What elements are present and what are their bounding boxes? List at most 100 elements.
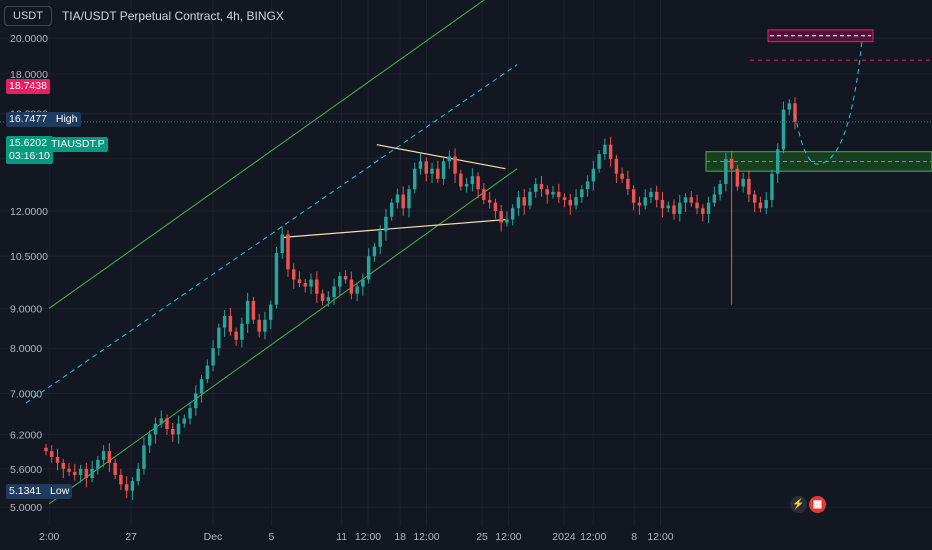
candle-body bbox=[666, 205, 670, 209]
candle-body bbox=[758, 202, 763, 209]
candle-body bbox=[234, 331, 238, 340]
candle-body bbox=[701, 208, 705, 214]
candle-body bbox=[280, 234, 284, 253]
price-label: 6.2000 bbox=[10, 429, 42, 441]
high-price-tag: 16.7477 High bbox=[6, 112, 81, 127]
candle-body bbox=[361, 279, 365, 287]
symbol-tag: TIAUSDT.P bbox=[48, 137, 108, 152]
candle-body bbox=[153, 423, 158, 435]
candle-body bbox=[171, 428, 175, 435]
candle-body bbox=[637, 202, 642, 206]
candle-body bbox=[142, 445, 146, 469]
candle-body bbox=[222, 315, 227, 328]
candle-body bbox=[211, 348, 215, 366]
calendar-flag-icon[interactable]: ▦ bbox=[809, 496, 826, 513]
candle-body bbox=[683, 197, 688, 203]
low-label: Low bbox=[50, 485, 70, 497]
candle-body bbox=[395, 194, 400, 203]
candle-body bbox=[165, 418, 169, 429]
high-label: High bbox=[55, 113, 78, 125]
time-label: 18 bbox=[394, 531, 406, 543]
candle-body bbox=[113, 462, 117, 475]
candle-body bbox=[176, 423, 181, 435]
candle-body bbox=[493, 202, 498, 212]
candle-body bbox=[752, 194, 757, 203]
candle-body bbox=[516, 197, 521, 209]
time-label: 2024 bbox=[552, 531, 576, 543]
candle-body bbox=[747, 178, 751, 195]
candle-body bbox=[320, 293, 325, 301]
currency-button[interactable]: USDT bbox=[4, 6, 52, 26]
time-label: 8 bbox=[631, 531, 637, 543]
triangle-lower-line[interactable] bbox=[283, 218, 506, 239]
candle-body bbox=[510, 208, 515, 220]
candle-body bbox=[44, 447, 48, 452]
candle-body bbox=[268, 304, 273, 320]
candle-body bbox=[84, 468, 89, 479]
candle-body bbox=[764, 199, 768, 209]
candle-body bbox=[620, 173, 624, 179]
candle-body bbox=[580, 189, 584, 198]
candle-body bbox=[355, 286, 359, 294]
candle-body bbox=[366, 256, 371, 280]
price-label: 20.0000 bbox=[10, 33, 48, 45]
price-axis-labels: 20.000018.000016.000014.000012.000010.50… bbox=[10, 33, 48, 514]
time-label: 12:00 bbox=[580, 531, 606, 543]
chart-title: TIA/USDT Perpetual Contract, 4h, BINGX bbox=[61, 9, 284, 23]
candle-body bbox=[124, 484, 129, 491]
candle-body bbox=[695, 202, 699, 209]
price-label: 12.0000 bbox=[10, 206, 48, 218]
triangle-upper-line[interactable] bbox=[376, 144, 506, 170]
candle-body bbox=[96, 459, 100, 469]
candle-body bbox=[459, 173, 463, 187]
candle-body bbox=[349, 279, 354, 294]
candle-body bbox=[706, 202, 711, 214]
candle-body bbox=[551, 191, 555, 195]
candle-body bbox=[678, 202, 682, 214]
candle-body bbox=[136, 468, 140, 482]
current-price-tag: 15.6202 03:16:10 bbox=[6, 136, 53, 164]
time-label: 11 bbox=[336, 531, 347, 543]
candle-body bbox=[182, 418, 187, 424]
candle-body bbox=[476, 176, 480, 190]
candle-body bbox=[735, 168, 740, 187]
time-label: 12:00 bbox=[355, 531, 381, 543]
current-price-value: 15.6202 bbox=[9, 137, 47, 149]
candle-body bbox=[557, 191, 561, 198]
candle-body bbox=[130, 481, 135, 491]
time-label: 12:00 bbox=[413, 531, 439, 543]
projection-path[interactable] bbox=[794, 39, 863, 165]
target-price-tag: 18.7438 bbox=[6, 79, 50, 94]
candle-body bbox=[240, 323, 244, 340]
lower-channel-line[interactable] bbox=[48, 168, 518, 505]
candle-body bbox=[257, 319, 261, 332]
candles bbox=[44, 97, 797, 500]
candle-body bbox=[147, 434, 152, 446]
candle-body bbox=[101, 451, 106, 460]
candle-body bbox=[407, 189, 411, 209]
candle-body bbox=[770, 173, 774, 200]
candle-body bbox=[292, 269, 296, 280]
candle-body bbox=[660, 199, 665, 209]
candle-body bbox=[67, 468, 71, 472]
candle-body bbox=[718, 183, 722, 195]
price-label: 5.6000 bbox=[10, 464, 42, 476]
lightning-icon[interactable]: ⚡ bbox=[790, 496, 807, 513]
candle-body bbox=[741, 178, 745, 187]
channel-midline[interactable] bbox=[25, 64, 518, 404]
candle-body bbox=[775, 149, 780, 174]
candle-body bbox=[787, 103, 791, 110]
candle-body bbox=[534, 183, 538, 192]
symbol-label: TIAUSDT.P bbox=[51, 138, 105, 150]
candle-body bbox=[228, 315, 233, 332]
target-price-value: 18.7438 bbox=[9, 80, 47, 92]
time-label: 12:00 bbox=[495, 531, 521, 543]
upper-channel-line[interactable] bbox=[48, 0, 517, 309]
candle-body bbox=[712, 194, 717, 203]
candle-body bbox=[649, 191, 653, 198]
time-label: 25 bbox=[476, 531, 488, 543]
candle-body bbox=[389, 202, 394, 217]
candle-body bbox=[672, 205, 676, 214]
candle-body bbox=[505, 219, 509, 223]
